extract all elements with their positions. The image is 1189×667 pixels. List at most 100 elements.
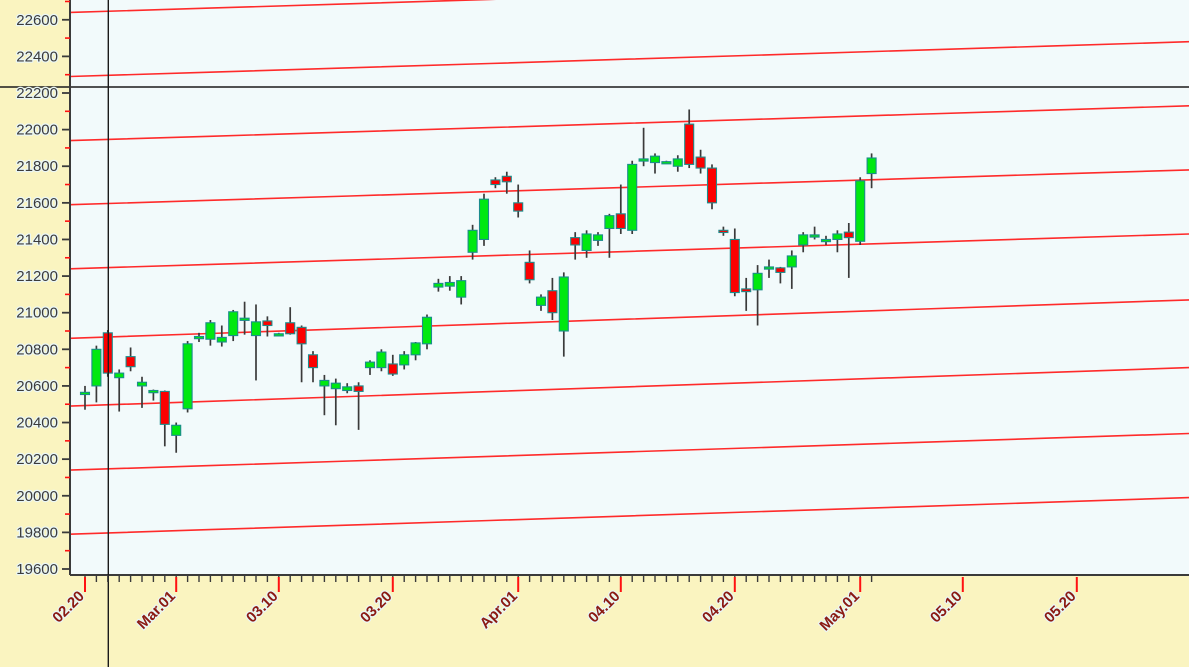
candle: [524, 250, 535, 284]
candle-body-up: [114, 372, 125, 379]
trendline-support-4: [69, 432, 1189, 471]
candle-body-up: [558, 276, 569, 332]
candle: [866, 153, 877, 189]
candle: [307, 351, 319, 383]
candle-body-up: [319, 379, 330, 387]
candle: [570, 232, 581, 260]
candle: [444, 276, 455, 291]
y-axis-label: 20200: [16, 451, 58, 468]
candle-body-up: [832, 233, 843, 241]
candle-body-up: [228, 311, 239, 337]
candle-body-down: [706, 167, 718, 204]
candle: [273, 332, 284, 337]
trendline-resistance-1: [69, 0, 497, 14]
candle-body-up: [399, 354, 410, 366]
candle-body-down: [490, 179, 501, 186]
candle: [193, 332, 205, 342]
candle-body-up: [604, 215, 615, 230]
candle: [205, 320, 216, 346]
candle: [820, 235, 832, 245]
candle-body-up: [273, 333, 284, 337]
candle: [592, 232, 604, 246]
candle-body-up: [855, 180, 866, 242]
y-axis-label: 19600: [16, 561, 58, 578]
candle: [501, 171, 512, 194]
candle: [638, 127, 649, 167]
candle-body-up: [820, 238, 832, 243]
candle: [353, 382, 364, 430]
candle-body-up: [433, 282, 444, 288]
candle: [706, 164, 718, 210]
candle-body-down: [741, 288, 752, 293]
candle-body-down: [353, 385, 364, 392]
candle: [228, 309, 239, 342]
candle: [490, 177, 501, 189]
y-axis-label: 22200: [16, 85, 58, 102]
candle-body-down: [524, 261, 535, 281]
candle-body-down: [843, 231, 854, 239]
y-axis-label: 22600: [16, 12, 58, 29]
candle-body-up: [136, 381, 148, 387]
candle-body-up: [786, 255, 797, 268]
candle-body-down: [307, 354, 319, 369]
candle: [729, 228, 740, 297]
candle-body-up: [627, 163, 638, 231]
candle: [136, 376, 148, 408]
candle: [148, 389, 159, 401]
y-axis-label: 20400: [16, 415, 58, 432]
candle-body-up: [79, 391, 91, 396]
candle-body-up: [638, 158, 649, 162]
candle-body-up: [866, 157, 877, 175]
candle: [843, 222, 854, 278]
candle: [649, 153, 661, 174]
candle: [159, 390, 170, 447]
candle: [410, 341, 421, 361]
candle: [433, 278, 444, 292]
y-axis-label: 21600: [16, 195, 58, 212]
candle: [319, 374, 330, 416]
candle-body-down: [684, 123, 695, 165]
candle-body-down: [285, 322, 296, 335]
candle-body-down: [718, 229, 729, 234]
candle: [171, 422, 182, 453]
y-axis-label: 21000: [16, 305, 58, 322]
candle: [809, 226, 820, 240]
candle-body-down: [296, 326, 307, 345]
candle-body-up: [376, 351, 387, 369]
candle-body-up: [809, 234, 820, 238]
candle-body-up: [330, 382, 341, 390]
candle: [330, 378, 341, 426]
candle-body-down: [513, 202, 524, 212]
candle: [364, 360, 376, 375]
plot-area-background: [70, 0, 1189, 575]
candle: [456, 276, 467, 305]
candle: [91, 345, 102, 403]
candle-body-up: [535, 296, 547, 306]
candle: [239, 301, 250, 335]
candle: [798, 232, 809, 253]
candle-body-up: [752, 272, 763, 291]
candle: [125, 347, 136, 372]
candle: [684, 109, 695, 169]
candle-body-up: [478, 198, 490, 241]
candle: [467, 224, 478, 260]
candle-body-up: [193, 335, 205, 340]
candle: [182, 341, 193, 413]
y-axis-label: 21400: [16, 231, 58, 248]
candle-body-up: [171, 424, 182, 436]
candle: [752, 265, 763, 326]
candle-body-up: [91, 348, 102, 387]
candle: [250, 304, 262, 381]
candle-body-up: [364, 361, 376, 369]
candle: [695, 149, 706, 174]
candle-body-up: [444, 281, 455, 287]
candle-body-up: [592, 234, 604, 241]
candle: [604, 213, 615, 258]
candle: [296, 325, 307, 383]
candle: [535, 294, 547, 311]
candle-body-up: [456, 280, 467, 298]
candle: [627, 160, 638, 234]
trendline-group: [69, 0, 1189, 535]
